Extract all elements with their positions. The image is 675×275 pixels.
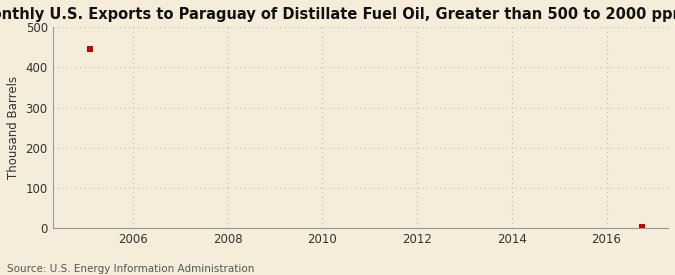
Text: Source: U.S. Energy Information Administration: Source: U.S. Energy Information Administ… bbox=[7, 264, 254, 274]
Y-axis label: Thousand Barrels: Thousand Barrels bbox=[7, 76, 20, 179]
Title: Monthly U.S. Exports to Paraguay of Distillate Fuel Oil, Greater than 500 to 200: Monthly U.S. Exports to Paraguay of Dist… bbox=[0, 7, 675, 22]
